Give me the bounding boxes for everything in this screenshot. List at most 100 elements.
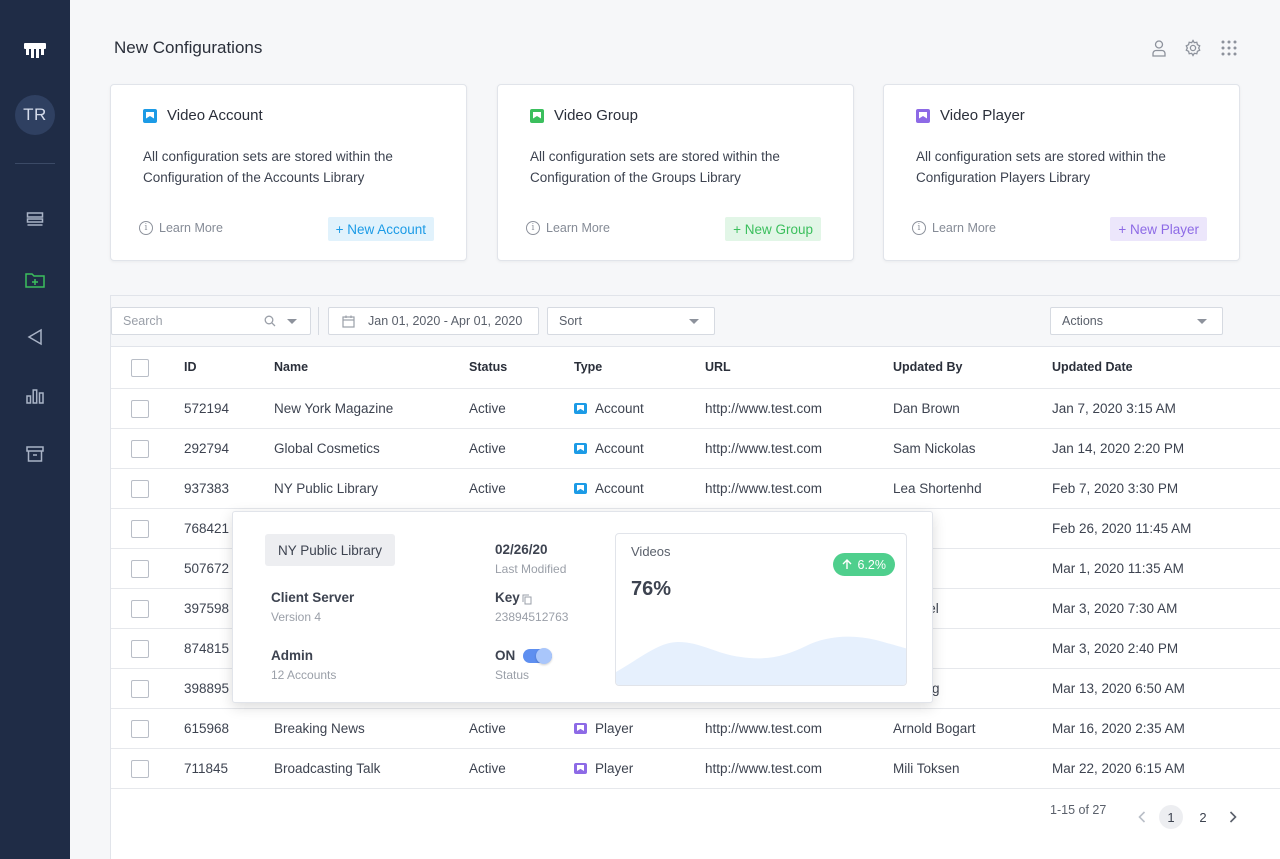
header-divider <box>111 388 1280 389</box>
info-icon: i <box>526 221 540 235</box>
column-header-url[interactable]: URL <box>705 360 731 374</box>
card-title: Video Account <box>143 107 263 124</box>
calendar-icon <box>342 315 355 328</box>
learn-more-label: Learn More <box>159 221 223 235</box>
cell-type-label: Account <box>595 401 644 416</box>
page-2-button[interactable]: 2 <box>1199 809 1207 825</box>
mini-chart-value: 76% <box>631 578 672 600</box>
videos-mini-chart: Videos 76% 6.2% <box>615 533 907 686</box>
popover-admin-label: Admin <box>271 648 313 663</box>
folder-add-icon[interactable] <box>23 268 47 292</box>
table-toolbar: Search Jan 01, 2020 - Apr 01, 2020 Sort … <box>111 296 1280 347</box>
status-toggle[interactable] <box>523 648 552 664</box>
next-page-button[interactable] <box>1221 805 1245 829</box>
row-divider <box>111 748 1280 749</box>
copy-icon[interactable] <box>522 592 532 610</box>
cell-url[interactable]: http://www.test.com <box>705 401 823 416</box>
cell-name: Breaking News <box>274 721 365 736</box>
cell-type: Account <box>574 481 644 496</box>
user-icon[interactable] <box>1149 38 1169 58</box>
row-divider <box>111 428 1280 429</box>
column-header-name[interactable]: Name <box>274 360 309 374</box>
new-player-button[interactable]: + New Player <box>1110 217 1207 241</box>
logo-icon[interactable] <box>23 40 47 60</box>
apps-grid-icon[interactable] <box>1219 38 1239 58</box>
popover-server-version: Version 4 <box>271 610 322 624</box>
learn-more-label: Learn More <box>932 221 996 235</box>
row-details-popover: NY Public Library 02/26/20 Last Modified… <box>232 511 933 703</box>
cell-url[interactable]: http://www.test.com <box>705 761 823 776</box>
popover-status-value: ON <box>495 648 516 663</box>
cell-name: New York Magazine <box>274 401 394 416</box>
new-group-button[interactable]: + New Group <box>725 217 821 241</box>
cell-updated-date: Mar 22, 2020 6:15 AM <box>1052 761 1185 776</box>
list-icon[interactable] <box>23 208 47 232</box>
page-1-button[interactable]: 1 <box>1159 805 1183 829</box>
cell-type-label: Account <box>595 481 644 496</box>
row-checkbox[interactable] <box>131 640 149 658</box>
cell-id: 874815 <box>184 641 230 656</box>
row-checkbox[interactable] <box>131 480 149 498</box>
actions-label: Actions <box>1062 314 1103 328</box>
learn-more-label: Learn More <box>546 221 610 235</box>
column-header-updated-date[interactable]: Updated Date <box>1052 360 1133 374</box>
learn-more-link[interactable]: i Learn More <box>526 221 610 235</box>
actions-select[interactable]: Actions <box>1050 307 1223 335</box>
cell-updated-date: Mar 3, 2020 2:40 PM <box>1052 641 1179 656</box>
row-checkbox[interactable] <box>131 600 149 618</box>
row-divider <box>111 788 1280 789</box>
archive-icon[interactable] <box>23 442 47 466</box>
gear-icon[interactable] <box>1183 38 1203 58</box>
row-checkbox[interactable] <box>131 680 149 698</box>
chevron-down-icon[interactable] <box>287 319 297 324</box>
popover-admin-count: 12 Accounts <box>271 668 337 682</box>
prev-page-button[interactable] <box>1130 805 1154 829</box>
search-input[interactable]: Search <box>111 307 311 335</box>
popover-name-chip: NY Public Library <box>265 534 396 566</box>
cell-type: Player <box>574 761 633 776</box>
cell-id: 572194 <box>184 401 230 416</box>
search-icon <box>264 315 276 330</box>
cell-id: 768421 <box>184 521 230 536</box>
card-video-player: Video Player All configuration sets are … <box>883 84 1240 261</box>
popover-date: 02/26/20 <box>495 542 548 557</box>
cell-id: 937383 <box>184 481 230 496</box>
column-header-type[interactable]: Type <box>574 360 603 374</box>
cell-type-label: Player <box>595 721 634 736</box>
cell-updated-date: Jan 14, 2020 2:20 PM <box>1052 441 1185 456</box>
cell-updated-date: Mar 16, 2020 2:35 AM <box>1052 721 1185 736</box>
avatar[interactable]: TR <box>15 95 55 135</box>
select-all-checkbox[interactable] <box>131 359 149 377</box>
column-header-id[interactable]: ID <box>184 360 197 374</box>
info-icon: i <box>139 221 153 235</box>
row-checkbox[interactable] <box>131 520 149 538</box>
cell-updated-date: Feb 26, 2020 11:45 AM <box>1052 521 1192 536</box>
cell-type: Account <box>574 441 644 456</box>
cell-updated-by: Arnold Bogart <box>893 721 976 736</box>
bar-chart-icon[interactable] <box>23 384 47 408</box>
change-badge: 6.2% <box>832 553 895 576</box>
sidebar: TR <box>0 0 70 859</box>
row-checkbox[interactable] <box>131 440 149 458</box>
cell-status: Active <box>469 401 506 416</box>
cell-status: Active <box>469 441 506 456</box>
new-account-button[interactable]: + New Account <box>327 217 434 241</box>
row-checkbox[interactable] <box>131 560 149 578</box>
date-range-picker[interactable]: Jan 01, 2020 - Apr 01, 2020 <box>328 307 539 335</box>
search-placeholder: Search <box>123 314 163 328</box>
learn-more-link[interactable]: i Learn More <box>912 221 996 235</box>
popover-server: Client Server <box>271 590 355 605</box>
column-header-updated-by[interactable]: Updated By <box>893 360 963 374</box>
cell-url[interactable]: http://www.test.com <box>705 481 823 496</box>
row-checkbox[interactable] <box>131 720 149 738</box>
row-checkbox[interactable] <box>131 760 149 778</box>
cell-url[interactable]: http://www.test.com <box>705 441 823 456</box>
sort-select[interactable]: Sort <box>547 307 715 335</box>
account-icon <box>574 443 587 454</box>
page-title: New Configurations <box>114 38 263 57</box>
cell-url[interactable]: http://www.test.com <box>705 721 823 736</box>
play-icon[interactable] <box>23 325 47 349</box>
row-checkbox[interactable] <box>131 400 149 418</box>
column-header-status[interactable]: Status <box>469 360 508 374</box>
learn-more-link[interactable]: i Learn More <box>139 221 223 235</box>
